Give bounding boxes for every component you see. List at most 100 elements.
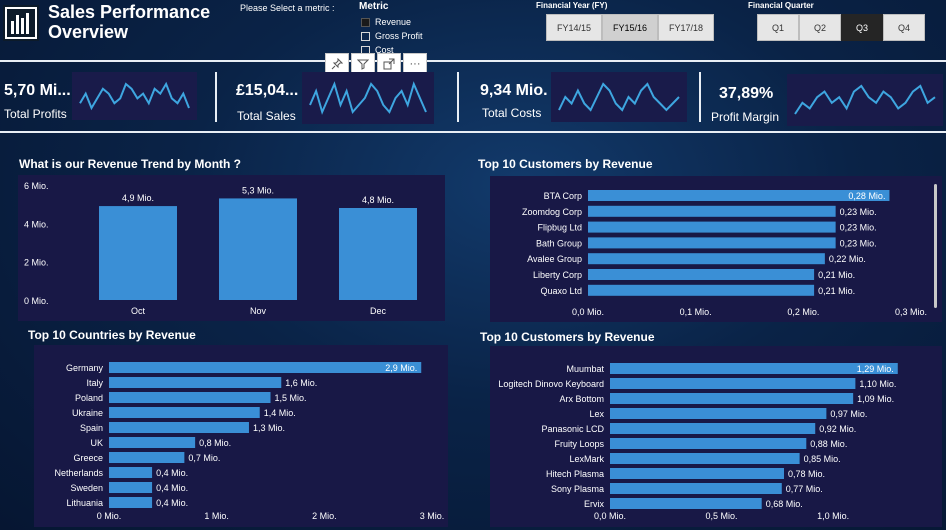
top-customers-1-panel: BTA Corp 0,28 Mio. Zoomdog Corp 0,23 Mio. Fl… xyxy=(490,176,942,322)
fq-button-q3[interactable]: Q3 xyxy=(841,14,883,41)
bar-row xyxy=(588,205,836,217)
category-label: Lithuania xyxy=(66,498,103,508)
scrollbar xyxy=(934,184,937,308)
category-label: LexMark xyxy=(569,454,604,464)
top-customers-1-chart: BTA Corp 0,28 Mio. Zoomdog Corp 0,23 Mio. Fl… xyxy=(522,184,937,317)
bar-row xyxy=(588,269,815,280)
category-label: Logitech Dinovo Keyboard xyxy=(498,379,604,389)
category-label: Sony Plasma xyxy=(551,484,604,494)
checkbox-icon[interactable] xyxy=(361,31,370,41)
y-tick-label: 0 Mio. xyxy=(24,296,49,306)
category-label: Netherlands xyxy=(54,468,103,478)
checkbox-checked-icon[interactable] xyxy=(361,17,370,27)
fq-button-q2[interactable]: Q2 xyxy=(799,14,841,41)
bar-data-label: 0,78 Mio. xyxy=(788,469,825,479)
kpi-divider xyxy=(457,72,459,122)
bar-data-label: 0,23 Mio. xyxy=(840,223,877,233)
bar-dec xyxy=(339,208,417,300)
fy-button-1718[interactable]: FY17/18 xyxy=(658,14,714,41)
bar-data-label: 0,21 Mio. xyxy=(818,286,855,296)
fq-button-q1[interactable]: Q1 xyxy=(757,14,799,41)
bar-data-label: 4,8 Mio. xyxy=(362,195,394,205)
category-label: Ervix xyxy=(584,499,604,509)
bar-row xyxy=(109,392,271,403)
category-label: Poland xyxy=(75,393,103,403)
bar-data-label: 0,88 Mio. xyxy=(810,439,847,449)
category-label: Liberty Corp xyxy=(533,270,582,280)
x-tick-label: Dec xyxy=(370,306,387,316)
x-tick-label: Oct xyxy=(131,306,146,316)
bar-row xyxy=(588,190,890,201)
category-label: Italy xyxy=(86,378,103,388)
kpi-divider-bottom xyxy=(0,131,946,133)
bar-row xyxy=(610,468,784,479)
bar-row xyxy=(588,284,815,296)
bar-data-label: 1,6 Mio. xyxy=(285,378,317,388)
sparkline-profits xyxy=(72,72,197,120)
kpi-label-profits: Total Profits xyxy=(4,107,67,121)
y-tick-label: 6 Mio. xyxy=(24,181,49,191)
bar-row xyxy=(610,378,856,389)
bar-data-label: 0,92 Mio. xyxy=(819,424,856,434)
kpi-value-costs: 9,34 Mio. xyxy=(480,82,548,99)
bar-data-label: 1,29 Mio. xyxy=(857,364,894,374)
category-label: Panasonic LCD xyxy=(541,424,604,434)
revenue-trend-chart: 0 Mio. 2 Mio. 4 Mio. 6 Mio. 4,9 Mio. Oct 5,3 M… xyxy=(24,181,417,316)
more-options-button[interactable]: ··· xyxy=(403,53,427,75)
bar-data-label: 0,21 Mio. xyxy=(818,270,855,280)
filter-icon[interactable] xyxy=(351,53,375,75)
kpi-divider xyxy=(215,72,217,122)
revenue-trend-title: What is our Revenue Trend by Month ? xyxy=(19,157,242,171)
bar-data-label: 1,5 Mio. xyxy=(275,393,307,403)
bar-row xyxy=(610,423,816,434)
bar-nov xyxy=(219,198,297,300)
x-tick-label: 1,0 Mio. xyxy=(817,511,849,521)
fy-button-1415[interactable]: FY14/15 xyxy=(546,14,602,41)
metric-slicer-title: Metric xyxy=(359,1,389,12)
bar-data-label: 0,97 Mio. xyxy=(830,409,867,419)
bar-row xyxy=(109,482,153,493)
category-label: BTA Corp xyxy=(544,191,582,201)
bar-chart-logo-icon xyxy=(5,7,37,39)
kpi-value-margin: 37,89% xyxy=(719,85,774,102)
page-title-line1: Sales Performance xyxy=(48,2,211,22)
bar-row xyxy=(109,452,185,463)
bar-row xyxy=(109,362,422,373)
bar-data-label: 0,4 Mio. xyxy=(156,498,188,508)
sparkline-costs xyxy=(551,72,687,122)
fy-button-1516[interactable]: FY15/16 xyxy=(602,14,658,41)
fq-button-q4[interactable]: Q4 xyxy=(883,14,925,41)
bar-data-label: 2,9 Mio. xyxy=(385,363,417,373)
sparkline-sales xyxy=(302,72,434,124)
bar-row xyxy=(109,467,153,478)
y-tick-label: 2 Mio. xyxy=(24,258,49,268)
bar-data-label: 1,4 Mio. xyxy=(264,408,296,418)
bar-data-label: 1,09 Mio. xyxy=(857,394,894,404)
visual-header-toolbar: ··· xyxy=(325,53,427,75)
bar-row xyxy=(109,377,282,388)
top-countries-panel: Germany 2,9 Mio. Italy 1,6 Mio. Poland 1,5 Mi… xyxy=(34,345,448,527)
x-tick-label: 3 Mio. xyxy=(420,511,445,521)
bar-row xyxy=(610,483,782,494)
fq-slicer-title: Financial Quarter xyxy=(748,1,814,10)
bar-row xyxy=(610,363,898,374)
bar-row xyxy=(588,221,836,233)
category-label: Spain xyxy=(80,423,103,433)
category-label: Avalee Group xyxy=(527,254,582,264)
bar-data-label: 0,68 Mio. xyxy=(766,499,803,509)
header-divider xyxy=(0,60,946,62)
metric-option-gross-profit[interactable]: Gross Profit xyxy=(361,31,423,41)
top-countries-chart: Germany 2,9 Mio. Italy 1,6 Mio. Poland 1,5 Mi… xyxy=(54,362,445,521)
page-title: Sales Performance Overview xyxy=(48,2,210,42)
kpi-label-sales: Total Sales xyxy=(237,109,296,123)
kpi-label-margin: Profit Margin xyxy=(711,110,780,124)
category-label: Lex xyxy=(589,409,604,419)
bar-data-label: 0,23 Mio. xyxy=(840,207,877,217)
kpi-divider xyxy=(699,72,701,122)
top-customers-2-title: Top 10 Customers by Revenue xyxy=(480,330,655,344)
bar-row xyxy=(109,422,249,433)
category-label: Bath Group xyxy=(536,238,582,248)
kpi-value-profits: 5,70 Mi... xyxy=(4,82,71,99)
metric-option-revenue[interactable]: Revenue xyxy=(361,17,411,27)
bar-oct xyxy=(99,206,177,300)
